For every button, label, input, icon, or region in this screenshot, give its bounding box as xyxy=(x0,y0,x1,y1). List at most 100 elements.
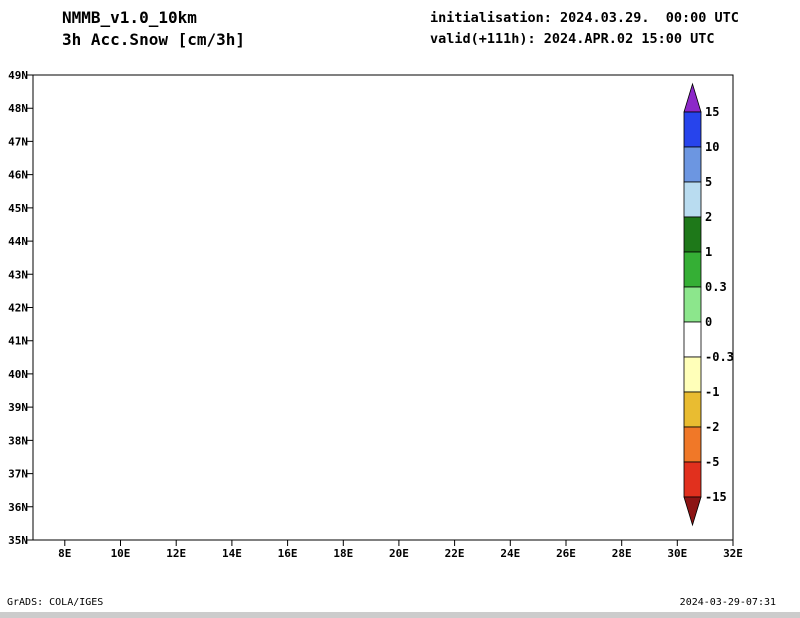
snow-shading-gold xyxy=(201,137,212,144)
latitude-ticks xyxy=(27,74,33,541)
lat-label: 35N xyxy=(8,534,28,547)
lon-label: 24E xyxy=(500,547,520,560)
lon-label: 14E xyxy=(222,547,242,560)
border-italy-slovenia xyxy=(221,157,225,185)
lat-label: 37N xyxy=(8,468,28,481)
island-malta xyxy=(244,509,247,512)
border-slovenia-croatia xyxy=(229,161,304,192)
border-albania-east xyxy=(379,293,425,344)
island-corfu xyxy=(389,384,394,389)
island-corsica xyxy=(82,274,108,329)
lat-label: 39N xyxy=(8,401,28,414)
colorbar-segment xyxy=(683,286,702,323)
lat-label: 36N xyxy=(8,501,28,514)
lon-label: 10E xyxy=(111,547,131,560)
init-time-label: initialisation: 2024.03.29. 00:00 UTC xyxy=(430,10,739,26)
border-czech-slovakia xyxy=(314,75,347,88)
island-zakynthos xyxy=(420,446,424,450)
colorbar-segment xyxy=(683,391,702,428)
snow-shading-gold xyxy=(75,148,103,168)
border-dniester xyxy=(655,110,686,160)
border-rhine xyxy=(51,75,68,122)
valid-time-label: valid(+111h): 2024.APR.02 15:00 UTC xyxy=(430,31,715,47)
island-cyclades xyxy=(536,470,540,474)
island-lesbos xyxy=(570,396,583,404)
island-sicily xyxy=(188,430,278,482)
border-macedonia-bulgaria xyxy=(464,298,481,330)
border-bulgaria-turkey xyxy=(576,307,619,317)
lon-label: 8E xyxy=(58,547,71,560)
island-samos xyxy=(586,448,590,452)
lat-label: 40N xyxy=(8,368,28,381)
lon-label: 26E xyxy=(556,547,576,560)
coastline-black-sea xyxy=(611,149,736,336)
island-kefalonia xyxy=(410,429,416,434)
colorbar-label: 10 xyxy=(705,140,719,154)
map-geography xyxy=(33,75,736,540)
colorbar-segment xyxy=(683,461,702,498)
border-serbia-croatia xyxy=(368,177,382,211)
lat-label: 49N xyxy=(8,69,28,82)
colorbar-label: 15 xyxy=(705,105,719,119)
colorbar: 15 10 5 2 1 0.3 0 -0.3 -1 -2 -5 -15 xyxy=(683,82,734,527)
colorbar-label: -2 xyxy=(705,420,719,434)
lat-label: 43N xyxy=(8,268,28,281)
border-france-italy xyxy=(34,179,51,249)
snow-shading-gold xyxy=(66,146,80,156)
window-edge xyxy=(0,612,800,618)
colorbar-label: -0.3 xyxy=(705,350,734,364)
map-frame xyxy=(32,74,734,541)
border-austria xyxy=(108,79,318,161)
colorbar-label: -5 xyxy=(705,455,719,469)
coastline-italy xyxy=(33,184,357,443)
coastline-peloponnese xyxy=(431,430,496,493)
coastline-marmara xyxy=(572,336,653,373)
product-title: 3h Acc.Snow [cm/3h] xyxy=(62,30,246,49)
border-bosnia xyxy=(281,200,371,294)
coastline-adriatic-balkan xyxy=(221,186,576,451)
lat-label: 47N xyxy=(8,135,28,148)
border-moldova xyxy=(572,100,668,201)
island-cyclades xyxy=(521,457,525,460)
colorbar-label: 0.3 xyxy=(705,280,727,294)
colorbar-arrow-bottom xyxy=(683,496,702,527)
lon-label: 20E xyxy=(389,547,409,560)
longitude-ticks xyxy=(64,540,734,546)
lon-label: 12E xyxy=(166,547,186,560)
lon-label: 30E xyxy=(667,547,687,560)
border-tunisia-algeria xyxy=(72,489,76,540)
grads-credit: GrADS: COLA/IGES xyxy=(7,597,104,608)
island-cyclades xyxy=(547,475,551,478)
generation-timestamp: 2024-03-29-07:31 xyxy=(679,597,776,608)
lat-label: 42N xyxy=(8,302,28,315)
lat-label: 46N xyxy=(8,169,28,182)
lon-label: 18E xyxy=(333,547,353,560)
border-hungary-south xyxy=(288,110,479,182)
island-chios xyxy=(566,426,571,431)
border-danube xyxy=(371,211,638,252)
colorbar-label: -15 xyxy=(705,490,727,504)
border-macedonia-greece xyxy=(425,329,481,345)
colorbar-label: 5 xyxy=(705,175,712,189)
lat-label: 41N xyxy=(8,335,28,348)
border-czech xyxy=(212,76,226,83)
snow-shading-orange xyxy=(85,156,94,163)
colorbar-label: 0 xyxy=(705,315,712,329)
snow-shading-pale xyxy=(33,134,221,243)
model-title: NMMB_v1.0_10km xyxy=(62,8,197,27)
snow-shading-orange xyxy=(128,163,136,169)
lat-label: 38N xyxy=(8,434,28,447)
lat-label: 44N xyxy=(8,235,28,248)
lon-label: 32E xyxy=(723,547,743,560)
island-euboea xyxy=(484,405,527,438)
colorbar-segment xyxy=(683,426,702,463)
colorbar-arrow-top xyxy=(683,82,702,113)
border-slovakia-ukraine-romania xyxy=(318,90,571,118)
lon-label: 16E xyxy=(278,547,298,560)
border-switzerland xyxy=(33,115,133,180)
border-serbia-bulgaria xyxy=(464,234,482,297)
snow-shading-gold xyxy=(173,138,198,147)
border-macedonia-north xyxy=(420,298,465,305)
colorbar-label: 1 xyxy=(705,245,712,259)
